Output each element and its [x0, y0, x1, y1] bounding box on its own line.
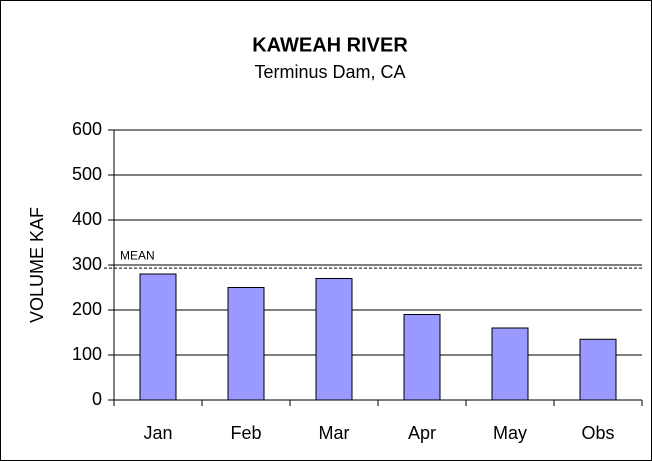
x-tick-label: Obs — [581, 423, 614, 443]
y-tick-label: 0 — [92, 389, 102, 409]
x-tick-label: Mar — [319, 423, 350, 443]
y-tick-label: 500 — [72, 164, 102, 184]
x-tick-label: May — [493, 423, 527, 443]
y-axis-label: VOLUME KAF — [27, 207, 47, 323]
x-tick-label: Feb — [230, 423, 261, 443]
y-tick-label: 100 — [72, 344, 102, 364]
x-tick-label: Jan — [143, 423, 172, 443]
y-tick-label: 300 — [72, 254, 102, 274]
bar — [315, 278, 353, 401]
bar — [227, 287, 265, 401]
chart-title: KAWEAH RIVER — [252, 34, 408, 56]
bar — [403, 314, 441, 401]
y-tick-label: 600 — [72, 119, 102, 139]
x-tick-label: Apr — [408, 423, 436, 443]
bar — [491, 327, 529, 401]
y-tick-label: 200 — [72, 299, 102, 319]
bar — [139, 273, 177, 401]
mean-label: MEAN — [120, 248, 155, 262]
bar — [579, 338, 617, 401]
y-tick-label: 400 — [72, 209, 102, 229]
chart-subtitle: Terminus Dam, CA — [254, 62, 405, 82]
